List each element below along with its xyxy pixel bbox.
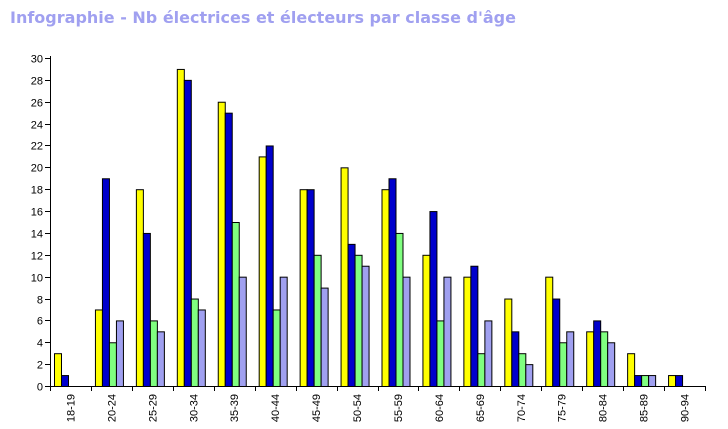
bar-55-59-s2 [388,178,397,387]
y-tick-label-10: 10 [31,273,43,285]
bar-75-79-s1 [545,276,554,387]
x-tick-label-85-89: 85-89 [639,394,651,422]
bar-45-49-s3 [313,254,322,387]
bar-60-64-s1 [422,254,431,387]
bar-35-39-s1 [217,101,226,387]
bar-85-89-s4 [648,375,657,388]
bar-35-39-s3 [231,222,240,387]
bar-25-29-s3 [149,320,158,387]
y-tick-label-0: 0 [37,382,43,394]
bar-40-44-s2 [265,145,274,387]
x-tick-label-45-49: 45-49 [311,394,323,422]
x-tick-label-18-19: 18-19 [65,394,77,422]
bar-30-34-s2 [183,79,192,387]
bar-50-54-s4 [361,265,370,388]
y-tick-label-16: 16 [31,207,43,219]
bar-30-34-s4 [197,309,206,388]
bar-85-89-s1 [627,353,636,388]
bar-25-29-s4 [156,331,165,388]
x-tick-label-60-64: 60-64 [434,394,446,422]
y-tick-label-24: 24 [31,120,43,132]
bar-70-74-s1 [504,298,513,387]
bar-18-19-s2 [61,375,69,388]
bar-20-24-s2 [101,178,110,387]
bar-75-79-s4 [566,331,575,388]
x-tick-label-30-34: 30-34 [188,394,200,422]
y-tick-label-2: 2 [37,360,43,372]
x-tick-label-50-54: 50-54 [352,394,364,422]
x-tick-label-55-59: 55-59 [393,394,405,422]
bar-25-29-s2 [142,232,151,387]
bar-55-59-s4 [402,276,411,387]
bar-20-24-s1 [94,309,103,388]
y-tick-label-12: 12 [31,251,43,263]
bar-70-74-s2 [511,331,520,388]
bar-25-29-s1 [135,189,144,387]
bar-45-49-s1 [299,189,308,387]
x-tick-label-65-69: 65-69 [475,394,487,422]
bar-55-59-s3 [395,232,404,387]
bar-40-44-s3 [272,309,281,388]
bar-55-59-s1 [381,189,390,387]
bar-50-54-s1 [340,167,349,387]
bar-50-54-s2 [347,243,356,387]
x-tick-label-75-79: 75-79 [557,394,569,422]
bar-60-64-s4 [443,276,452,387]
bar-18-19-s1 [54,353,62,388]
x-tick-label-70-74: 70-74 [516,394,528,422]
y-tick-label-4: 4 [37,338,43,350]
bar-70-74-s3 [518,353,527,388]
bar-65-69-s4 [484,320,493,387]
bar-60-64-s3 [436,320,445,387]
y-tick-label-28: 28 [31,76,43,88]
bar-80-84-s1 [586,331,595,388]
bar-45-49-s2 [306,189,315,387]
bar-80-84-s4 [607,342,616,387]
x-tick-label-35-39: 35-39 [229,394,241,422]
bar-80-84-s2 [593,320,602,387]
bar-85-89-s3 [641,375,650,388]
bar-65-69-s1 [463,276,472,387]
bar-40-44-s4 [279,276,288,387]
y-tick-label-6: 6 [37,316,43,328]
bar-20-24-s4 [115,320,124,387]
y-tick-label-26: 26 [31,98,43,110]
bar-65-69-s2 [470,265,479,388]
bar-75-79-s2 [552,298,561,387]
bar-70-74-s4 [525,364,534,387]
bar-40-44-s1 [258,156,267,387]
chart-title: Infographie - Nb électrices et électeurs… [10,8,516,27]
x-tick-label-80-84: 80-84 [598,394,610,422]
bar-30-34-s3 [190,298,199,387]
bar-85-89-s2 [634,375,643,388]
y-tick-label-14: 14 [31,229,43,241]
bar-60-64-s2 [429,211,438,387]
x-tick-label-25-29: 25-29 [147,394,159,422]
y-tick-label-20: 20 [31,163,43,175]
bar-80-84-s3 [600,331,609,388]
y-tick-label-22: 22 [31,141,43,153]
bar-90-94-s1 [668,375,677,388]
bar-20-24-s3 [108,342,117,387]
bar-35-39-s2 [224,112,233,388]
x-tick-label-40-44: 40-44 [270,394,282,422]
x-tick-label-20-24: 20-24 [106,394,118,422]
x-tick-label-90-94: 90-94 [680,394,692,422]
bar-45-49-s4 [320,287,329,388]
bar-35-39-s4 [238,276,247,387]
bar-30-34-s1 [176,68,185,388]
y-tick-label-30: 30 [31,54,43,66]
bar-65-69-s3 [477,353,486,388]
bars-group [54,68,684,388]
y-tick-label-8: 8 [37,295,43,307]
bar-75-79-s3 [559,342,568,387]
bar-50-54-s3 [354,254,363,387]
y-tick-label-18: 18 [31,185,43,197]
bar-90-94-s2 [675,375,684,388]
